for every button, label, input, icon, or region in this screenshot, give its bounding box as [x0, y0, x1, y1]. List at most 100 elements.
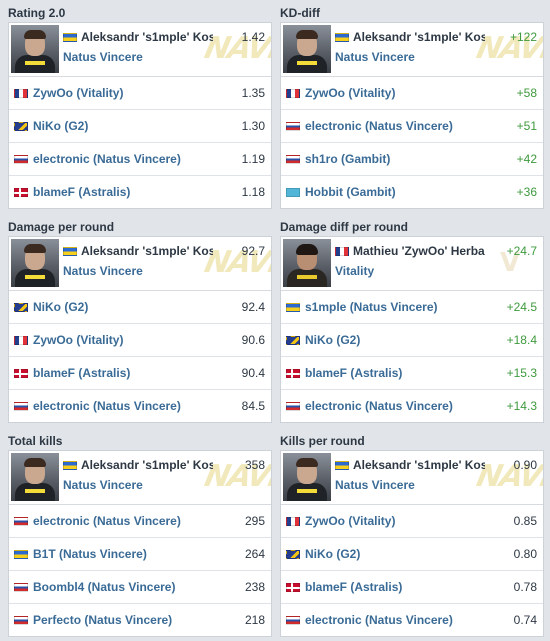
list-item[interactable]: blameF (Astralis) 1.18	[9, 176, 271, 208]
stat-value: 1.18	[241, 185, 265, 199]
player-link[interactable]: NiKo (G2)	[305, 333, 361, 347]
leader-team-link[interactable]: Natus Vincere	[63, 478, 143, 492]
list-item[interactable]: NiKo (G2) 0.80	[281, 538, 543, 571]
player-link[interactable]: electronic (Natus Vincere)	[305, 119, 453, 133]
player-link[interactable]: electronic (Natus Vincere)	[33, 514, 181, 528]
leader-team-link[interactable]: Natus Vincere	[335, 50, 415, 64]
player-link[interactable]: blameF (Astralis)	[305, 580, 403, 594]
ukraine-flag-icon	[63, 461, 77, 471]
leader-team-link[interactable]: Natus Vincere	[335, 478, 415, 492]
player-link[interactable]: sh1ro (Gambit)	[305, 152, 391, 166]
stat-value: +36	[516, 185, 537, 199]
list-item[interactable]: s1mple (Natus Vincere) +24.5	[281, 291, 543, 324]
leader-row[interactable]: NAVI Aleksandr 's1mple' Kostyliev Natus …	[9, 23, 271, 77]
denmark-flag-icon	[14, 188, 28, 197]
stat-value: +24.5	[506, 300, 537, 314]
list-item[interactable]: blameF (Astralis) 0.78	[281, 571, 543, 604]
player-link[interactable]: B1T (Natus Vincere)	[33, 547, 147, 561]
player-link[interactable]: ZywOo (Vitality)	[33, 333, 124, 347]
denmark-flag-icon	[286, 369, 300, 378]
ukraine-flag-icon	[63, 247, 77, 257]
player-link[interactable]: ZywOo (Vitality)	[305, 86, 396, 100]
russia-flag-icon	[14, 402, 28, 411]
leader-row[interactable]: NAVI Aleksandr 's1mple' Kostyliev Natus …	[281, 23, 543, 77]
leader-player-name[interactable]: Mathieu 'ZywOo' Herbaut	[335, 244, 485, 258]
list-item[interactable]: ZywOo (Vitality) 1.35	[9, 77, 271, 110]
list-item[interactable]: B1T (Natus Vincere) 264	[9, 538, 271, 571]
leader-value: +24.7	[506, 244, 537, 258]
list-item[interactable]: ZywOo (Vitality) 90.6	[9, 324, 271, 357]
list-item[interactable]: blameF (Astralis) +15.3	[281, 357, 543, 390]
leader-player-name[interactable]: Aleksandr 's1mple' Kostyliev	[63, 244, 213, 258]
leader-team-link[interactable]: Natus Vincere	[63, 50, 143, 64]
list-item[interactable]: electronic (Natus Vincere) +51	[281, 110, 543, 143]
stat-value: 1.19	[241, 152, 265, 166]
list-item[interactable]: Boombl4 (Natus Vincere) 238	[9, 571, 271, 604]
stat-box-kd-diff: KD-diff NAVI Aleksandr 's1mple' Kostylie…	[280, 4, 544, 211]
list-item[interactable]: NiKo (G2) +18.4	[281, 324, 543, 357]
player-avatar[interactable]	[11, 25, 59, 73]
player-link[interactable]: electronic (Natus Vincere)	[33, 152, 181, 166]
leader-player-name[interactable]: Aleksandr 's1mple' Kostyliev	[63, 30, 213, 44]
leader-row[interactable]: V Mathieu 'ZywOo' Herbaut Vitality +24.7	[281, 237, 543, 291]
leader-value: 1.42	[241, 30, 265, 44]
player-link[interactable]: electronic (Natus Vincere)	[305, 613, 453, 627]
list-item[interactable]: Hobbit (Gambit) +36	[281, 176, 543, 208]
leader-row[interactable]: NAVI Aleksandr 's1mple' Kostyliev Natus …	[281, 451, 543, 505]
list-item[interactable]: ZywOo (Vitality) 0.85	[281, 505, 543, 538]
list-item[interactable]: sh1ro (Gambit) +42	[281, 143, 543, 176]
player-link[interactable]: Perfecto (Natus Vincere)	[33, 613, 173, 627]
stat-box-title: Kills per round	[280, 434, 365, 448]
stat-value: 0.85	[513, 514, 537, 528]
list-item[interactable]: NiKo (G2) 1.30	[9, 110, 271, 143]
denmark-flag-icon	[14, 369, 28, 378]
list-item[interactable]: ZywOo (Vitality) +58	[281, 77, 543, 110]
player-link[interactable]: NiKo (G2)	[33, 119, 89, 133]
list-item[interactable]: electronic (Natus Vincere) 295	[9, 505, 271, 538]
player-link[interactable]: Boombl4 (Natus Vincere)	[33, 580, 176, 594]
leader-row[interactable]: NAVI Aleksandr 's1mple' Kostyliev Natus …	[9, 451, 271, 505]
leader-team-link[interactable]: Natus Vincere	[63, 264, 143, 278]
list-item[interactable]: blameF (Astralis) 90.4	[9, 357, 271, 390]
list-item[interactable]: electronic (Natus Vincere) 1.19	[9, 143, 271, 176]
player-link[interactable]: blameF (Astralis)	[305, 366, 403, 380]
france-flag-icon	[14, 336, 28, 345]
stat-box-damage-diff-per-round: Damage diff per round V Mathieu 'ZywOo' …	[280, 218, 544, 425]
france-flag-icon	[14, 89, 28, 98]
player-link[interactable]: electronic (Natus Vincere)	[33, 399, 181, 413]
player-avatar[interactable]	[283, 453, 331, 501]
player-avatar[interactable]	[11, 453, 59, 501]
bosnia-flag-icon	[14, 122, 28, 131]
player-link[interactable]: ZywOo (Vitality)	[305, 514, 396, 528]
leader-row[interactable]: NAVI Aleksandr 's1mple' Kostyliev Natus …	[9, 237, 271, 291]
player-link[interactable]: ZywOo (Vitality)	[33, 86, 124, 100]
list-item[interactable]: electronic (Natus Vincere) 84.5	[9, 390, 271, 422]
player-link[interactable]: blameF (Astralis)	[33, 366, 131, 380]
list-item[interactable]: Perfecto (Natus Vincere) 218	[9, 604, 271, 636]
player-link[interactable]: blameF (Astralis)	[33, 185, 131, 199]
list-item[interactable]: NiKo (G2) 92.4	[9, 291, 271, 324]
stat-value: 1.30	[241, 119, 265, 133]
russia-flag-icon	[286, 616, 300, 625]
player-link[interactable]: NiKo (G2)	[305, 547, 361, 561]
france-flag-icon	[286, 517, 300, 526]
player-link[interactable]: s1mple (Natus Vincere)	[305, 300, 438, 314]
player-link[interactable]: NiKo (G2)	[33, 300, 89, 314]
stat-value: 0.80	[513, 547, 537, 561]
stat-value: 92.4	[241, 300, 265, 314]
list-item[interactable]: electronic (Natus Vincere) 0.74	[281, 604, 543, 636]
leader-player-name[interactable]: Aleksandr 's1mple' Kostyliev	[63, 458, 213, 472]
player-avatar[interactable]	[283, 239, 331, 287]
kazakhstan-flag-icon	[286, 188, 300, 197]
stat-box-rating: Rating 2.0 NAVI Aleksandr 's1mple' Kosty…	[8, 4, 272, 211]
player-avatar[interactable]	[283, 25, 331, 73]
leader-team-link[interactable]: Vitality	[335, 264, 375, 278]
stat-box-title: Damage diff per round	[280, 220, 409, 234]
leader-player-name[interactable]: Aleksandr 's1mple' Kostyliev	[335, 458, 485, 472]
list-item[interactable]: electronic (Natus Vincere) +14.3	[281, 390, 543, 422]
player-link[interactable]: electronic (Natus Vincere)	[305, 399, 453, 413]
player-avatar[interactable]	[11, 239, 59, 287]
leader-player-name[interactable]: Aleksandr 's1mple' Kostyliev	[335, 30, 485, 44]
player-link[interactable]: Hobbit (Gambit)	[305, 185, 396, 199]
ukraine-flag-icon	[335, 33, 349, 43]
